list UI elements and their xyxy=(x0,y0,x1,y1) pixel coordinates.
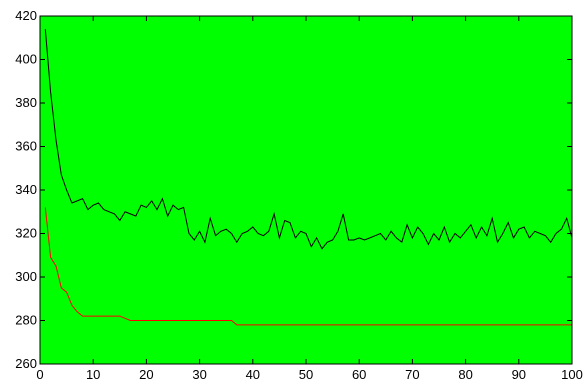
x-tick-label: 90 xyxy=(512,367,526,382)
y-tick-label: 340 xyxy=(15,182,37,197)
series-line-1 xyxy=(44,29,573,250)
series-layer xyxy=(44,29,573,326)
x-tick-label: 70 xyxy=(405,367,419,382)
x-tick-label: 40 xyxy=(246,367,260,382)
series-line-2 xyxy=(44,207,572,326)
x-tick-label: 20 xyxy=(139,367,153,382)
x-tick-label: 60 xyxy=(352,367,366,382)
y-tick-label: 260 xyxy=(15,356,37,371)
y-tick-label: 280 xyxy=(15,313,37,328)
x-tick-label: 30 xyxy=(192,367,206,382)
y-tick-label: 400 xyxy=(15,52,37,67)
y-tick-label: 420 xyxy=(15,8,37,23)
x-tick-label: 10 xyxy=(86,367,100,382)
y-tick-label: 360 xyxy=(15,139,37,154)
axes: 0 10 20 30 40 50 60 70 80 90 100 260 280 300 320 340 360… xyxy=(15,8,583,382)
y-tick-label: 320 xyxy=(15,226,37,241)
x-tick-label: 100 xyxy=(561,367,583,382)
x-tick-label: 80 xyxy=(458,367,472,382)
y-tick-label: 380 xyxy=(15,95,37,110)
x-tick-label: 0 xyxy=(36,367,43,382)
plot-area xyxy=(40,16,572,364)
x-tick-label: 50 xyxy=(299,367,313,382)
y-tick-label: 300 xyxy=(15,269,37,284)
